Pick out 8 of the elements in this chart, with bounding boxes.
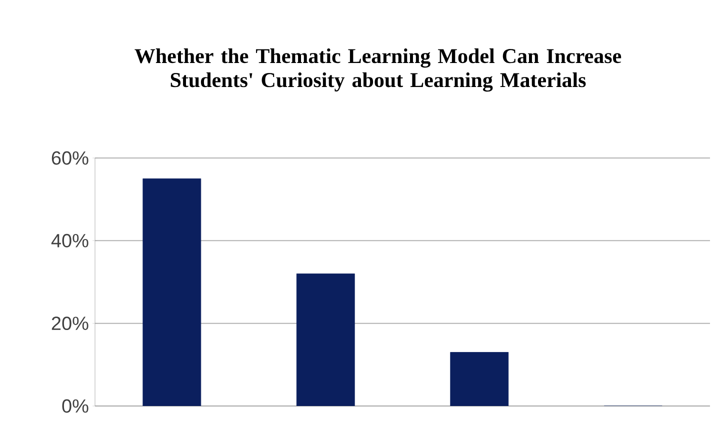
- y-tick-label: 60%: [52, 151, 88, 165]
- bar: [450, 352, 509, 406]
- chart-title: Whether the Thematic Learning Model Can Increase Students' Curiosity about Learning Materials: [134, 48, 622, 92]
- bar: [142, 178, 202, 406]
- y-tick-label: 40%: [51, 234, 88, 248]
- y-tick-label: 0%: [62, 399, 88, 413]
- y-tick-label: 20%: [52, 316, 88, 330]
- bar: [296, 274, 355, 406]
